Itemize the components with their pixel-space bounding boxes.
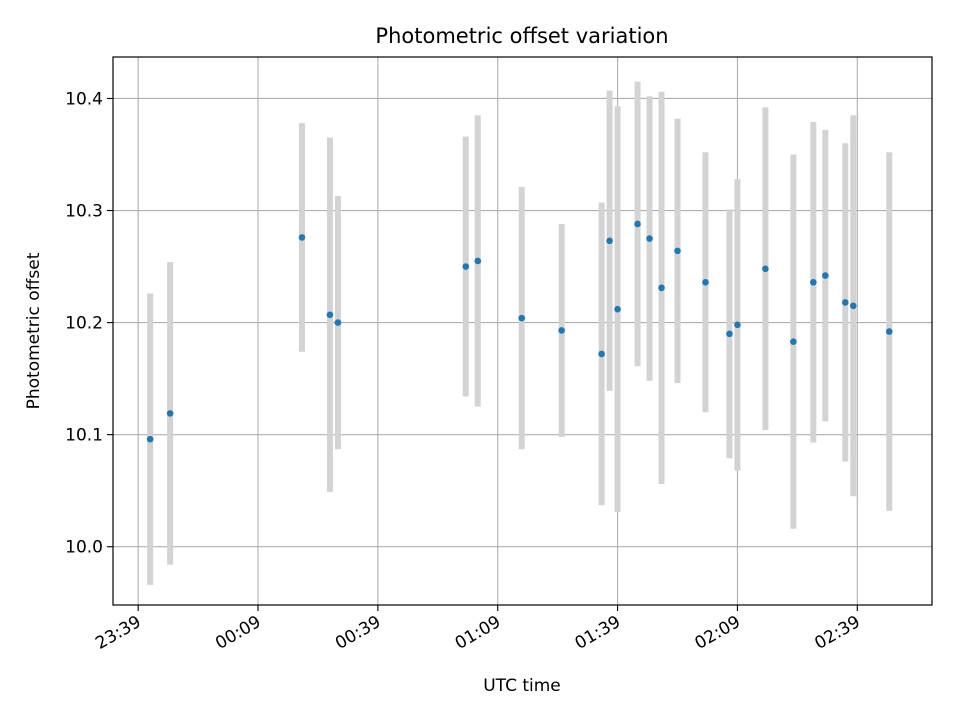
data-point [658,284,665,292]
data-point [726,330,733,338]
y-tick-label: 10.3 [65,202,103,222]
data-point [849,302,857,310]
y-axis-label: Photometric offset [24,252,44,409]
data-points [146,220,893,443]
data-point [326,311,334,319]
plot-frame [112,56,933,606]
y-tick-label: 10.2 [65,314,103,334]
data-point [885,328,893,335]
data-point [822,272,829,279]
data-point [298,234,306,241]
data-point [790,338,797,345]
data-point [810,278,817,286]
data-point [646,235,653,242]
data-point [166,410,174,417]
data-point [842,299,849,306]
data-point [614,305,621,313]
data-point [334,319,342,326]
data-point [474,257,482,265]
data-point [702,278,709,286]
data-point [558,327,565,334]
data-point [146,435,154,443]
data-point [462,263,470,270]
y-tick-label: 10.0 [65,538,103,558]
data-point [606,237,613,245]
data-point [734,321,741,329]
data-point [674,247,681,255]
data-point [634,220,641,228]
data-point [518,314,526,322]
data-point [762,265,769,273]
x-axis-label: UTC time [483,676,561,696]
y-tick-label: 10.4 [65,89,103,109]
chart-title: Photometric offset variation [375,24,668,48]
y-tick-label: 10.1 [65,426,103,446]
data-point [598,350,605,358]
